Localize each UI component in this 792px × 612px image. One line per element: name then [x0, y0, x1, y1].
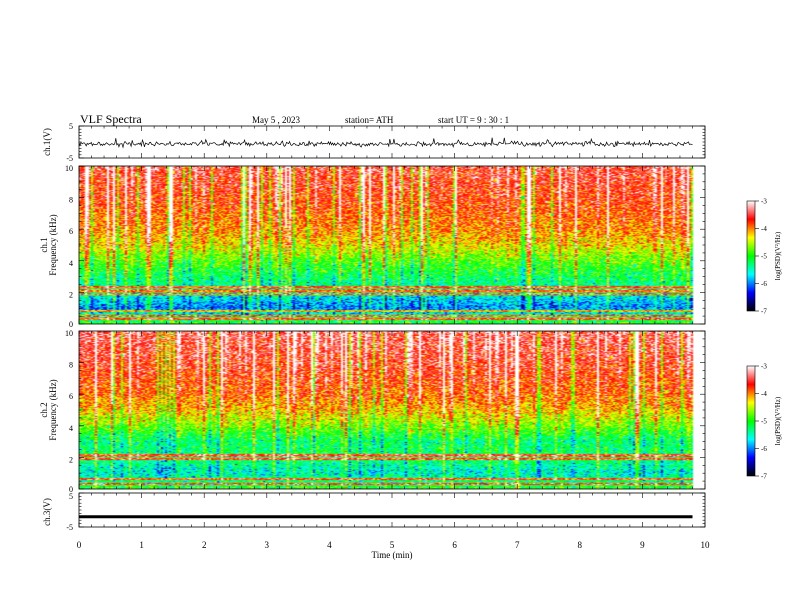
x-tick-label: 10 — [701, 540, 711, 550]
ch1-freq-tick-6: 6 — [69, 227, 73, 236]
date-label: May 5 , 2023 — [252, 115, 300, 125]
x-tick-label: 2 — [202, 540, 207, 550]
ch2-freq-tick-4: 4 — [69, 424, 73, 433]
colorbar-tick-label: -7 — [761, 308, 767, 316]
ch1-voltage-ticks — [78, 125, 706, 159]
ch2-colorbar-gradient — [746, 365, 756, 477]
ch2-freq-tick-8: 8 — [69, 361, 73, 370]
station-label: station= ATH — [345, 115, 394, 125]
ch3-ytick-5: 5 — [69, 492, 73, 501]
ch3-voltage-frame — [78, 492, 706, 528]
ch1-freq-tick-0: 0 — [69, 320, 73, 329]
ch2-freq-tick-2: 2 — [69, 455, 73, 464]
x-tick-label: 3 — [265, 540, 270, 550]
x-tick-label: 4 — [327, 540, 332, 550]
ch1-spectrogram-ticks — [78, 165, 706, 325]
colorbar-tick-label: -4 — [761, 225, 767, 233]
x-tick-label: 1 — [139, 540, 144, 550]
ch2-freq-tick-6: 6 — [69, 392, 73, 401]
ch1-voltage-panel: 5 -5 ch.1(V) — [42, 122, 706, 163]
time-axis-label: Time (min) — [372, 550, 413, 560]
ch2-spectrogram-panel: 10 8 6 4 2 0 ch.2 Frequency (kHz) — [39, 329, 706, 494]
ch3-voltage-ticks — [78, 492, 706, 528]
ch2-freq-tick-10: 10 — [65, 329, 73, 338]
ch1-freq-tick-10: 10 — [65, 164, 73, 173]
ch1-voltage-ylabel: ch.1(V) — [42, 128, 52, 156]
x-tick-label: 0 — [77, 540, 82, 550]
colorbar-tick-label: -5 — [761, 418, 767, 426]
ch2-spectrogram-ticks — [78, 330, 706, 490]
ch1-spectrogram-ylabel: ch.1 Frequency (kHz) — [39, 214, 58, 275]
ch1-ytick-neg5: -5 — [66, 154, 73, 163]
ch1-colorbar-gradient — [746, 200, 756, 312]
ch2-ylabel-frequency: Frequency (kHz) — [48, 379, 58, 440]
ch1-colorbar-ticks: -3 -4 -5 -6 -7 — [755, 198, 767, 316]
x-tick-label: 7 — [515, 540, 520, 550]
colorbar-tick-label: -7 — [761, 473, 767, 481]
ch1-colorbar-label: log(PSD)(V²/Hz) — [774, 231, 782, 280]
colorbar-tick-label: -3 — [761, 198, 767, 206]
x-tick-label: 5 — [390, 540, 395, 550]
ch3-ytick-neg5: -5 — [66, 523, 73, 532]
ch1-voltage-trace — [78, 137, 693, 149]
ch1-spectrogram-panel: 10 8 6 4 2 0 ch.1 Frequency (kHz) — [39, 164, 706, 329]
ch2-colorbar: -3 -4 -5 -6 -7 log(PSD)(V²/Hz) — [746, 363, 782, 481]
ch1-ylabel-channel: ch.1 — [39, 237, 49, 252]
time-axis-tick-labels: 0 1 2 3 4 5 6 7 8 9 10 — [77, 540, 710, 550]
ch2-colorbar-ticks: -3 -4 -5 -6 -7 — [755, 363, 767, 481]
x-tick-label: 6 — [452, 540, 457, 550]
colorbar-tick-label: -6 — [761, 445, 767, 453]
ch2-colorbar-label: log(PSD)(V²/Hz) — [774, 396, 782, 445]
ch1-freq-tick-4: 4 — [69, 259, 73, 268]
ch3-voltage-panel: 5 -5 ch.3(V) 0 1 2 3 4 5 6 7 8 9 10 Time (min) — [42, 492, 710, 560]
ch2-ylabel-channel: ch.2 — [39, 402, 49, 417]
x-tick-label: 9 — [640, 540, 645, 550]
ch1-ylabel-frequency: Frequency (kHz) — [48, 214, 58, 275]
ch3-voltage-ylabel: ch.3(V) — [42, 498, 52, 526]
ch2-spectrogram-ylabel: ch.2 Frequency (kHz) — [39, 379, 58, 440]
ch1-spectrogram-image — [79, 166, 705, 324]
ch2-freq-tick-0: 0 — [69, 485, 73, 494]
colorbar-tick-label: -5 — [761, 253, 767, 261]
start-ut-label: start UT = 9 : 30 : 1 — [438, 115, 509, 125]
colorbar-tick-label: -3 — [761, 363, 767, 371]
ch1-ytick-5: 5 — [69, 122, 73, 131]
ch1-freq-tick-8: 8 — [69, 196, 73, 205]
ch1-freq-tick-2: 2 — [69, 290, 73, 299]
figure-title: VLF Spectra — [80, 112, 142, 126]
ch2-spectrogram-image — [79, 331, 705, 489]
colorbar-tick-label: -6 — [761, 280, 767, 288]
ch1-colorbar: -3 -4 -5 -6 -7 log(PSD)(V²/Hz) — [746, 198, 782, 316]
colorbar-tick-label: -4 — [761, 390, 767, 398]
x-tick-label: 8 — [578, 540, 583, 550]
